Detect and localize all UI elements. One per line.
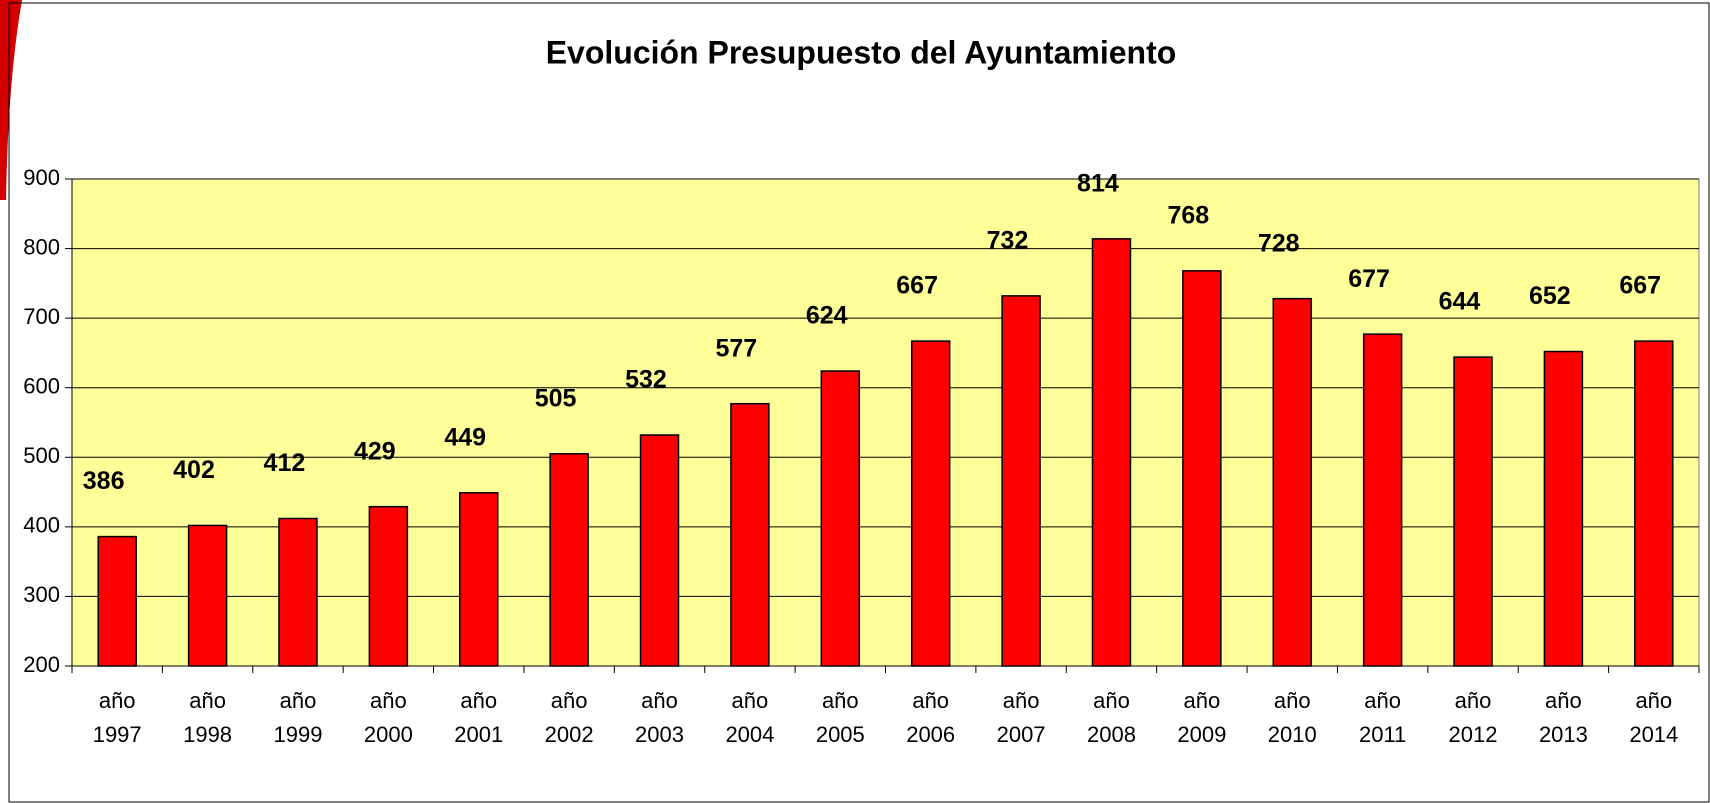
- y-tick-label: 200: [23, 652, 60, 677]
- x-tick-label: año 2009: [1177, 688, 1226, 747]
- value-label: 532: [625, 366, 667, 394]
- y-tick-label: 900: [23, 165, 60, 190]
- value-label: 624: [806, 302, 848, 330]
- bar: [278, 517, 318, 667]
- x-tick-label: año 2004: [725, 688, 774, 747]
- bar: [1272, 297, 1312, 667]
- value-label: 429: [354, 437, 396, 465]
- bar: [1182, 270, 1222, 667]
- x-tick-label: año 2000: [364, 688, 413, 747]
- bar: [459, 492, 499, 667]
- y-tick-label: 700: [23, 304, 60, 329]
- value-label: 667: [1619, 272, 1661, 300]
- y-tick-label: 400: [23, 513, 60, 538]
- x-tick-label: año 2011: [1359, 688, 1406, 747]
- value-label: 728: [1258, 229, 1300, 257]
- y-tick-label: 300: [23, 582, 60, 607]
- value-label: 412: [264, 449, 306, 477]
- bar: [1091, 238, 1132, 667]
- x-tick-label: año 1998: [183, 688, 232, 747]
- bar: [1453, 356, 1493, 667]
- bar: [368, 505, 409, 667]
- x-tick-label: año 1997: [93, 688, 142, 747]
- value-label: 652: [1529, 282, 1571, 310]
- x-tick-label: año 2003: [635, 688, 684, 747]
- bar: [1543, 350, 1584, 667]
- bar: [549, 453, 589, 667]
- x-tick-label: año 2014: [1629, 688, 1678, 747]
- value-label: 505: [535, 384, 577, 412]
- y-tick-label: 600: [23, 374, 60, 399]
- x-tick-label: año 2012: [1449, 688, 1498, 747]
- value-label: 644: [1439, 288, 1481, 316]
- x-tick-label: año 2006: [906, 688, 955, 747]
- x-tick-label: año 2005: [816, 688, 865, 747]
- bar: [910, 340, 951, 667]
- bar: [1634, 340, 1674, 667]
- value-label: 732: [987, 226, 1029, 254]
- y-tick-label: 800: [23, 234, 60, 259]
- bar: [187, 524, 228, 667]
- value-label: 577: [715, 334, 757, 362]
- value-label: 814: [1077, 169, 1119, 197]
- value-label: 449: [444, 423, 486, 451]
- x-tick-label: año 2010: [1268, 688, 1317, 747]
- bar: [1362, 333, 1403, 667]
- y-tick-label: 500: [23, 443, 60, 468]
- bar: [730, 402, 770, 667]
- x-tick-label: año 2001: [454, 688, 503, 747]
- value-label: 768: [1167, 201, 1209, 229]
- bar: [1001, 295, 1041, 667]
- bar: [97, 535, 137, 667]
- chart-title: Evolución Presupuesto del Ayuntamiento: [546, 34, 1177, 70]
- x-tick-label: año 2013: [1539, 688, 1588, 747]
- bar: [820, 370, 861, 667]
- x-tick-label: año 2007: [997, 688, 1046, 747]
- x-tick-label: año 2008: [1087, 688, 1136, 747]
- value-label: 386: [83, 467, 125, 495]
- bar: [639, 434, 680, 667]
- value-label: 677: [1348, 265, 1390, 293]
- x-tick-label: año 1999: [273, 688, 322, 747]
- chart-frame: [8, 2, 1710, 803]
- value-label: 402: [173, 456, 215, 484]
- x-tick-label: año 2002: [545, 688, 594, 747]
- corner-decoration: [0, 0, 22, 200]
- value-label: 667: [896, 272, 938, 300]
